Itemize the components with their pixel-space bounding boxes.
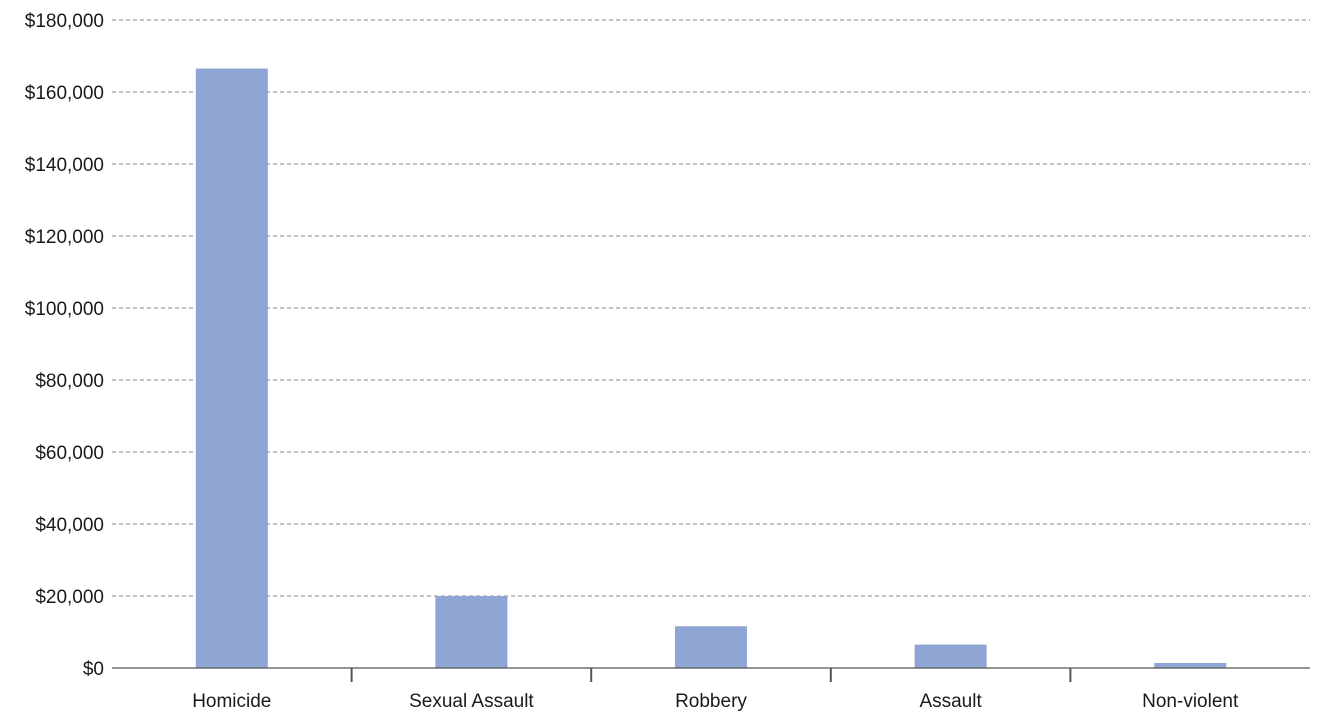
x-axis-category-labels: Homicide Sexual Assault Robbery Assault Non-… [192,691,1239,712]
x-category-label: Robbery [675,691,747,712]
y-tick-label: $100,000 [25,299,104,320]
y-tick-label: $60,000 [35,443,104,464]
bar-homicide [195,68,268,669]
x-axis [112,667,1310,682]
bar-assault [914,644,987,668]
y-tick-label: $140,000 [25,155,104,176]
y-tick-label: $160,000 [25,83,104,104]
bar-robbery [675,626,747,668]
bar-sexual-assault [435,596,508,668]
x-category-label: Sexual Assault [409,691,534,712]
y-tick-label: $80,000 [35,371,104,392]
x-category-label: Assault [919,691,982,712]
y-axis-tick-labels: $0 $20,000 $40,000 $60,000 $80,000 $100,000 $1… [25,11,104,680]
gridlines [112,19,1310,597]
x-category-label: Non-violent [1142,691,1239,712]
bar-non-violent [1154,662,1227,668]
bars [195,68,1227,669]
y-tick-label: $120,000 [25,227,104,248]
y-tick-label: $180,000 [25,11,104,32]
x-category-label: Homicide [192,691,271,712]
y-tick-label: $0 [83,659,104,680]
y-tick-label: $20,000 [35,587,104,608]
y-tick-label: $40,000 [35,515,104,536]
